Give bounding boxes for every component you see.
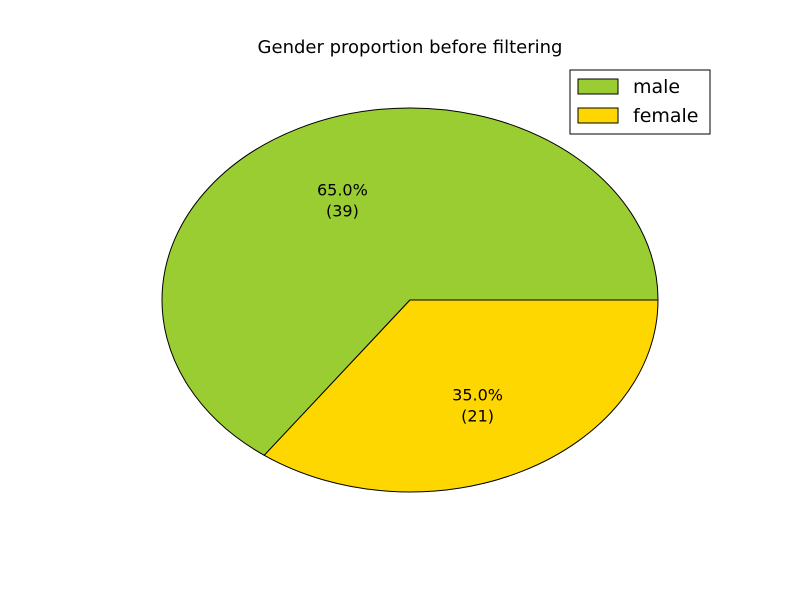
slice-count-label-female: (21) xyxy=(461,407,494,426)
slice-count-label-male: (39) xyxy=(326,201,359,220)
chart-title: Gender proportion before filtering xyxy=(258,37,563,58)
pie-labels: 65.0% (39) 35.0% (21) xyxy=(317,180,503,425)
pie-slices xyxy=(161,107,659,493)
legend-label-male: male xyxy=(633,76,680,98)
legend-swatch-female xyxy=(577,107,619,124)
slice-percent-label-female: 35.0% xyxy=(452,386,503,405)
pie-slice-female xyxy=(263,299,659,493)
chart-legend: male female xyxy=(569,69,711,135)
slice-percent-label-male: 65.0% xyxy=(317,180,368,199)
legend-label-female: female xyxy=(633,105,699,127)
legend-swatch-male xyxy=(577,78,619,95)
pie-slice-male xyxy=(161,107,659,456)
